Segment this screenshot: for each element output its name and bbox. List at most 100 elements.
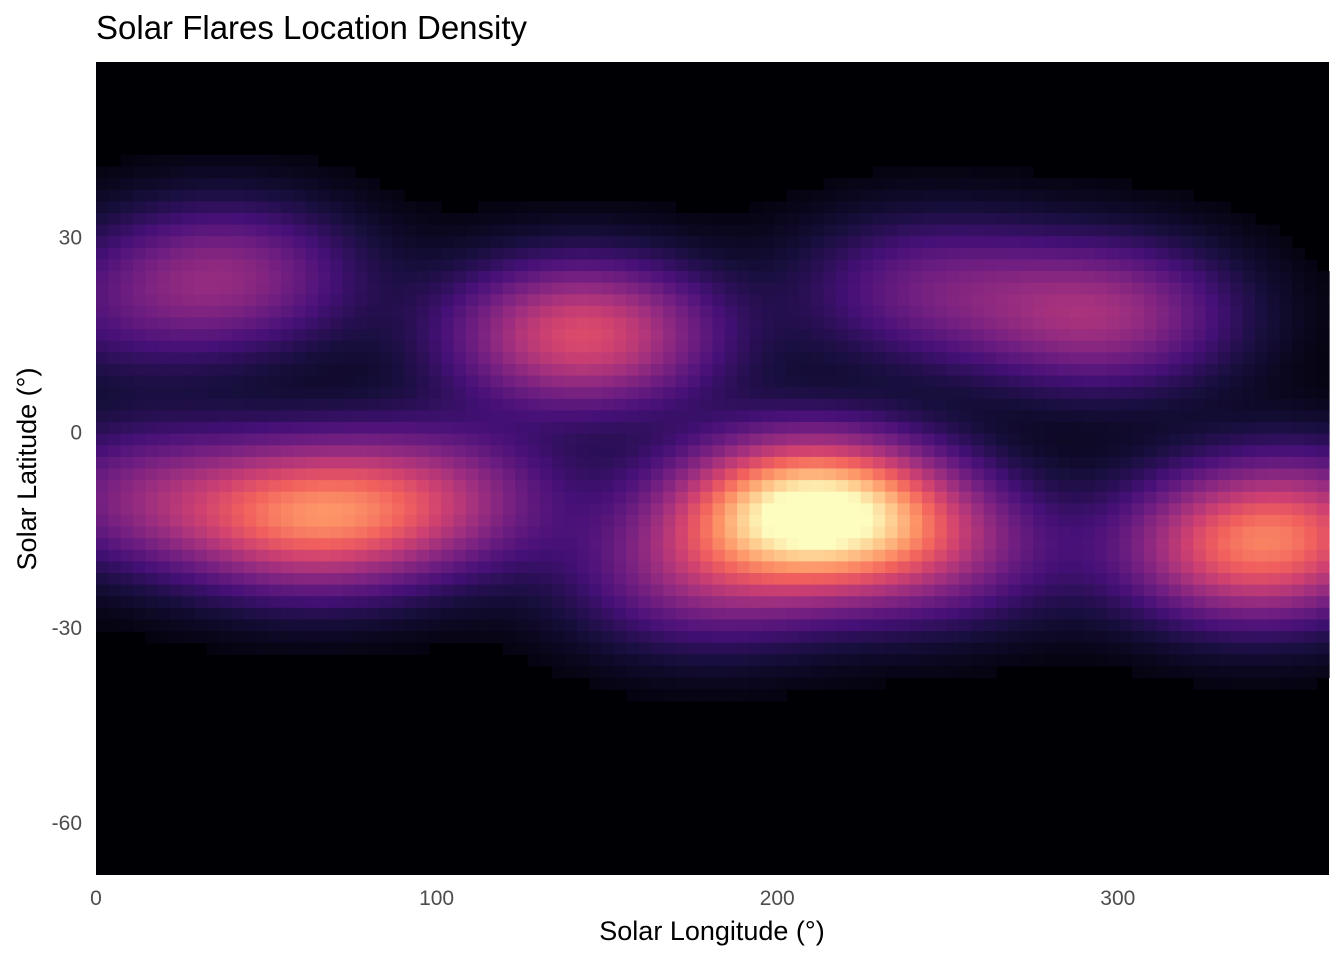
heatmap-cell (280, 212, 294, 226)
heatmap-cell (1279, 445, 1293, 458)
heatmap-cell (823, 665, 837, 679)
heatmap-cell (465, 596, 479, 609)
heatmap-cell (453, 224, 467, 237)
heatmap-cell (946, 491, 960, 504)
heatmap-cell (293, 456, 307, 470)
heatmap-cell (1057, 375, 1071, 388)
heatmap-cell (1181, 201, 1194, 214)
heatmap-cell (848, 422, 862, 435)
heatmap-cell (996, 549, 1010, 563)
heatmap-cell (860, 631, 874, 644)
heatmap-cell (724, 480, 738, 493)
heatmap-cell (305, 526, 319, 539)
heatmap-cell (132, 503, 146, 516)
heatmap-cell (737, 503, 751, 516)
heatmap-cell (885, 363, 899, 377)
heatmap-cell (1144, 607, 1157, 621)
heatmap-cell (293, 294, 307, 307)
heatmap-cell (428, 480, 442, 493)
heatmap-cell (996, 503, 1010, 516)
heatmap-cell (922, 642, 936, 655)
heatmap-cell (293, 154, 307, 168)
heatmap-cell (490, 212, 504, 226)
heatmap-cell (650, 433, 664, 446)
heatmap-cell (934, 387, 948, 400)
heatmap-cell (1267, 375, 1281, 388)
heatmap-cell (1304, 573, 1318, 586)
heatmap-cell (108, 189, 122, 202)
heatmap-cell (268, 259, 282, 272)
heatmap-cell (798, 387, 812, 400)
heatmap-cell (1070, 363, 1083, 377)
heatmap-cell (342, 596, 356, 609)
heatmap-cell (897, 503, 911, 516)
heatmap-cell (219, 375, 233, 388)
heatmap-cell (132, 480, 146, 493)
heatmap-cell (897, 642, 911, 655)
heatmap-cell (182, 526, 196, 539)
heatmap-cell (1144, 596, 1157, 609)
heatmap-cell (441, 631, 455, 644)
heatmap-cell (108, 282, 122, 295)
heatmap-cell (145, 224, 159, 237)
heatmap-cell (687, 514, 701, 528)
heatmap-cell (1242, 375, 1256, 388)
heatmap-cell (169, 294, 183, 307)
heatmap-cell (1168, 398, 1182, 412)
heatmap-cell (650, 398, 664, 412)
heatmap-cell (391, 619, 405, 632)
heatmap-cell (453, 503, 467, 516)
heatmap-cell (96, 491, 109, 504)
heatmap-cell (206, 607, 220, 621)
heatmap-cell (1119, 224, 1133, 237)
heatmap-cell (1267, 619, 1281, 632)
heatmap-cell (1045, 480, 1059, 493)
heatmap-cell (182, 212, 196, 226)
heatmap-cell (96, 201, 109, 214)
heatmap-cell (552, 224, 566, 237)
heatmap-cell (1131, 619, 1145, 632)
heatmap-cell (219, 271, 233, 284)
heatmap-cell (120, 456, 134, 470)
heatmap-cell (909, 166, 923, 179)
heatmap-cell (959, 387, 973, 400)
heatmap-cell (317, 503, 331, 516)
heatmap-cell (1070, 294, 1083, 307)
heatmap-cell (687, 607, 701, 621)
heatmap-cell (552, 491, 566, 504)
heatmap-cell (182, 271, 196, 284)
heatmap-cell (1156, 189, 1170, 202)
heatmap-cell (811, 317, 825, 330)
heatmap-cell (675, 491, 689, 504)
heatmap-cell (737, 282, 751, 295)
heatmap-cell (786, 259, 800, 272)
heatmap-cell (848, 607, 862, 621)
heatmap-cell (811, 422, 825, 435)
heatmap-cell (1242, 480, 1256, 493)
heatmap-cell (157, 340, 171, 353)
heatmap-cell (1045, 445, 1059, 458)
heatmap-cell (280, 317, 294, 330)
heatmap-cell (1292, 631, 1305, 644)
heatmap-cell (317, 340, 331, 353)
heatmap-cell (465, 549, 479, 563)
heatmap-cell (539, 526, 553, 539)
heatmap-cell (576, 422, 590, 435)
heatmap-cell (1304, 538, 1318, 551)
heatmap-cell (317, 480, 331, 493)
heatmap-cell (909, 503, 923, 516)
heatmap-cell (564, 352, 578, 365)
heatmap-cell (1020, 468, 1034, 481)
heatmap-cell (1267, 607, 1281, 621)
heatmap-cell (330, 329, 344, 342)
heatmap-cell (169, 619, 183, 632)
heatmap-cell (108, 166, 122, 179)
heatmap-cell (330, 247, 344, 261)
heatmap-cell (1107, 410, 1120, 423)
heatmap-cell (761, 573, 775, 586)
heatmap-cell (663, 538, 677, 551)
heatmap-cell (737, 689, 751, 702)
heatmap-cell (872, 526, 886, 539)
heatmap-cell (1316, 503, 1330, 516)
heatmap-cell (959, 619, 973, 632)
